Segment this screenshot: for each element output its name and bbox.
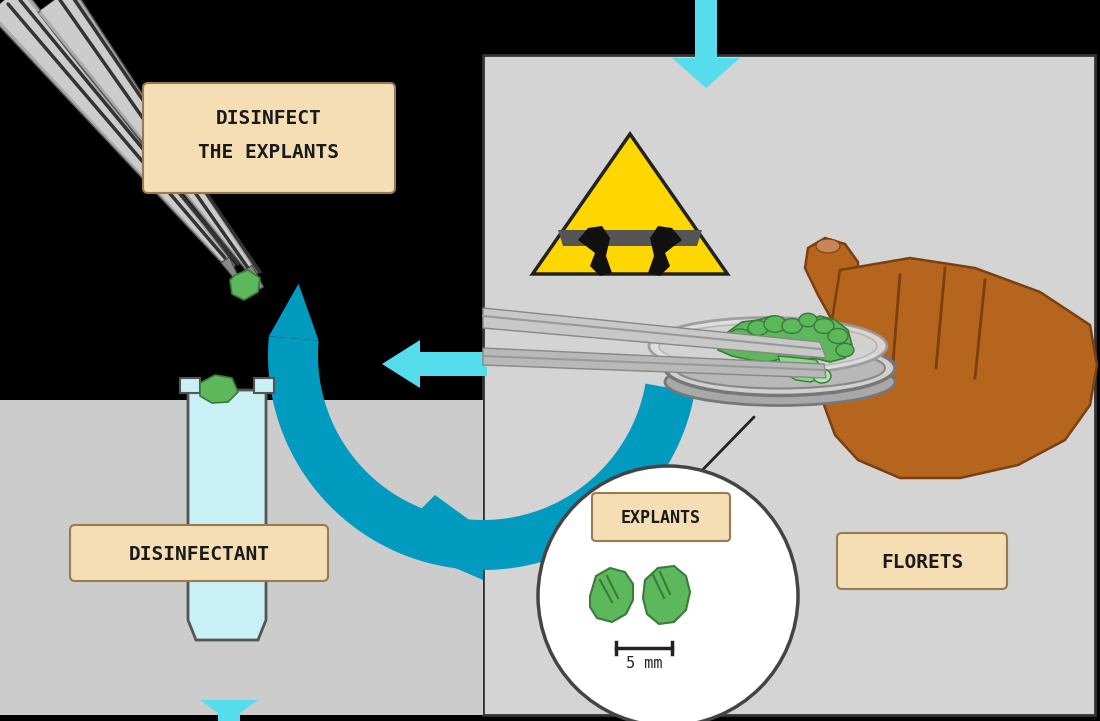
Bar: [180, 378, 200, 393]
Polygon shape: [200, 375, 238, 403]
Polygon shape: [420, 495, 483, 555]
Polygon shape: [672, 58, 740, 88]
Text: 5 mm: 5 mm: [626, 656, 662, 671]
Polygon shape: [382, 340, 420, 388]
FancyBboxPatch shape: [592, 493, 730, 541]
Polygon shape: [0, 0, 233, 269]
Polygon shape: [558, 230, 702, 246]
Polygon shape: [578, 226, 612, 276]
Ellipse shape: [836, 343, 854, 357]
Polygon shape: [244, 265, 264, 289]
Ellipse shape: [782, 319, 802, 334]
Ellipse shape: [666, 358, 895, 405]
Text: FLORETS: FLORETS: [881, 552, 964, 572]
Ellipse shape: [659, 324, 877, 368]
Polygon shape: [648, 226, 682, 276]
Polygon shape: [532, 134, 727, 274]
Polygon shape: [590, 568, 632, 622]
Ellipse shape: [728, 329, 752, 347]
Polygon shape: [268, 283, 319, 340]
Ellipse shape: [828, 329, 848, 343]
Ellipse shape: [675, 348, 886, 389]
Polygon shape: [188, 390, 266, 640]
FancyBboxPatch shape: [70, 525, 328, 581]
Text: EXPLANTS: EXPLANTS: [621, 509, 701, 527]
FancyBboxPatch shape: [143, 83, 395, 193]
Polygon shape: [778, 356, 826, 382]
Ellipse shape: [816, 239, 840, 253]
Bar: [695, 0, 717, 58]
Polygon shape: [345, 495, 483, 580]
Ellipse shape: [666, 340, 895, 396]
Ellipse shape: [649, 317, 887, 374]
Polygon shape: [230, 270, 260, 300]
Bar: [0, 400, 483, 715]
Polygon shape: [200, 700, 258, 721]
Bar: [483, 55, 1094, 715]
Polygon shape: [718, 316, 852, 362]
Ellipse shape: [799, 313, 817, 327]
Text: DISINFECT: DISINFECT: [216, 108, 322, 128]
Ellipse shape: [764, 316, 786, 332]
Text: DISINFECTANT: DISINFECTANT: [129, 544, 270, 564]
Polygon shape: [644, 566, 690, 624]
Polygon shape: [268, 336, 695, 570]
Ellipse shape: [813, 369, 830, 383]
Polygon shape: [221, 257, 240, 281]
Polygon shape: [37, 0, 258, 278]
Circle shape: [538, 466, 798, 721]
Polygon shape: [805, 238, 858, 330]
Bar: [218, 700, 240, 721]
Ellipse shape: [748, 321, 768, 335]
Polygon shape: [41, 0, 256, 276]
Polygon shape: [0, 0, 235, 270]
Ellipse shape: [814, 319, 834, 334]
Polygon shape: [483, 308, 826, 358]
Bar: [254, 378, 274, 393]
Polygon shape: [483, 348, 826, 378]
Text: THE EXPLANTS: THE EXPLANTS: [198, 143, 340, 162]
Bar: [420, 352, 487, 376]
FancyBboxPatch shape: [837, 533, 1006, 589]
Polygon shape: [824, 258, 1097, 478]
